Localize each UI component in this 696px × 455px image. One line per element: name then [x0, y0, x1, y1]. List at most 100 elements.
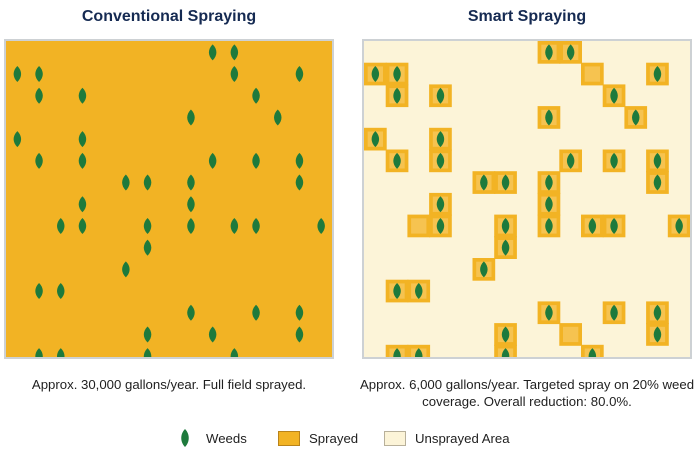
- weed-marker: [252, 304, 260, 321]
- weed-marker: [436, 152, 445, 169]
- weed-marker: [653, 152, 662, 169]
- weed-marker: [230, 217, 239, 234]
- weed-marker: [566, 152, 575, 169]
- weed-marker: [78, 196, 87, 213]
- weed-marker: [436, 131, 445, 148]
- weed-marker: [653, 304, 662, 321]
- weed-marker: [501, 326, 510, 343]
- weed-marker: [13, 131, 22, 148]
- weed-marker: [122, 261, 130, 278]
- weed-marker: [57, 283, 65, 300]
- weed-marker: [545, 44, 553, 61]
- smart-spraying-title: Smart Spraying: [467, 8, 587, 25]
- weed-marker: [566, 44, 575, 61]
- weed-marker: [545, 174, 553, 191]
- weed-marker: [187, 196, 195, 213]
- weed-marker: [610, 152, 618, 169]
- weed-marker: [295, 304, 304, 321]
- weed-marker: [393, 283, 401, 300]
- unsprayed-swatch: [384, 430, 406, 446]
- weed-marker: [501, 174, 510, 191]
- weed-marker: [317, 217, 325, 234]
- weed-marker: [143, 217, 152, 234]
- smart-field: [362, 39, 692, 359]
- weed-marker: [545, 109, 553, 126]
- weed-marker: [252, 152, 260, 169]
- weed-marker: [187, 304, 195, 321]
- weed-marker: [545, 196, 553, 213]
- weed-marker: [78, 217, 87, 234]
- weed-marker: [501, 239, 510, 256]
- legend-unsprayed: Unsprayed Area: [384, 428, 510, 448]
- weed-marker: [480, 261, 488, 278]
- weed-marker: [295, 326, 304, 343]
- weed-marker: [35, 66, 43, 83]
- weed-marker: [393, 152, 401, 169]
- weed-icon: [181, 429, 189, 447]
- weed-marker: [295, 152, 304, 169]
- conventional-field: [4, 39, 334, 359]
- weed-marker: [143, 239, 152, 256]
- legend: Weeds Sprayed Unsprayed Area: [0, 428, 696, 448]
- weed-marker: [230, 348, 239, 357]
- weed-marker: [230, 44, 239, 61]
- weed-marker: [143, 174, 152, 191]
- weed-marker: [393, 348, 401, 357]
- weed-marker: [295, 66, 304, 83]
- weed-marker: [208, 44, 217, 61]
- weed-marker: [187, 109, 195, 126]
- weed-marker: [252, 217, 260, 234]
- sprayed-patch-inner: [411, 218, 427, 234]
- weed-marker: [252, 87, 260, 104]
- weed-marker: [78, 87, 87, 104]
- legend-sprayed: Sprayed: [278, 428, 358, 448]
- weed-marker: [610, 304, 618, 321]
- weed-marker: [57, 217, 65, 234]
- weed-marker: [610, 87, 618, 104]
- smart-caption: Approx. 6,000 gallons/year. Targeted spr…: [359, 377, 695, 409]
- weed-marker: [436, 196, 445, 213]
- weed-marker: [501, 217, 510, 234]
- weed-marker: [545, 304, 553, 321]
- conventional-caption: Approx. 30,000 gallons/year. Full field …: [31, 377, 307, 392]
- legend-unsprayed-label: Unsprayed Area: [415, 430, 510, 446]
- sprayed-patch-inner: [584, 66, 600, 82]
- sprayed-swatch: [278, 430, 300, 446]
- weed-marker: [35, 87, 43, 104]
- weed-marker: [208, 152, 217, 169]
- weed-marker: [588, 217, 597, 234]
- weed-marker: [295, 174, 304, 191]
- legend-weeds: Weeds: [178, 428, 247, 448]
- weed-marker: [230, 66, 239, 83]
- weed-marker: [588, 348, 597, 357]
- weed-marker: [545, 217, 553, 234]
- sprayed-patch-inner: [563, 326, 579, 343]
- conventional-field-weeds: [13, 44, 325, 357]
- weed-marker: [371, 66, 380, 83]
- weed-marker: [78, 131, 87, 148]
- weed-marker: [371, 131, 380, 148]
- weed-marker: [415, 348, 423, 357]
- weed-marker: [501, 348, 510, 357]
- weed-marker: [436, 217, 445, 234]
- weed-marker: [143, 348, 152, 357]
- legend-sprayed-label: Sprayed: [309, 430, 359, 446]
- weed-marker: [35, 348, 43, 357]
- weed-marker: [13, 66, 22, 83]
- weed-marker: [480, 174, 488, 191]
- weed-marker: [415, 283, 423, 300]
- weed-marker: [208, 326, 217, 343]
- weed-marker: [393, 87, 401, 104]
- weed-marker: [35, 152, 43, 169]
- weed-marker: [610, 217, 618, 234]
- weed-marker: [187, 217, 195, 234]
- legend-weeds-label: Weeds: [206, 430, 247, 446]
- weed-marker: [393, 66, 401, 83]
- weed-marker: [122, 174, 130, 191]
- weed-marker: [436, 87, 445, 104]
- weed-marker: [653, 66, 662, 83]
- weed-marker: [35, 283, 43, 300]
- weed-marker: [143, 326, 152, 343]
- weed-marker: [78, 152, 87, 169]
- weed-marker: [653, 174, 662, 191]
